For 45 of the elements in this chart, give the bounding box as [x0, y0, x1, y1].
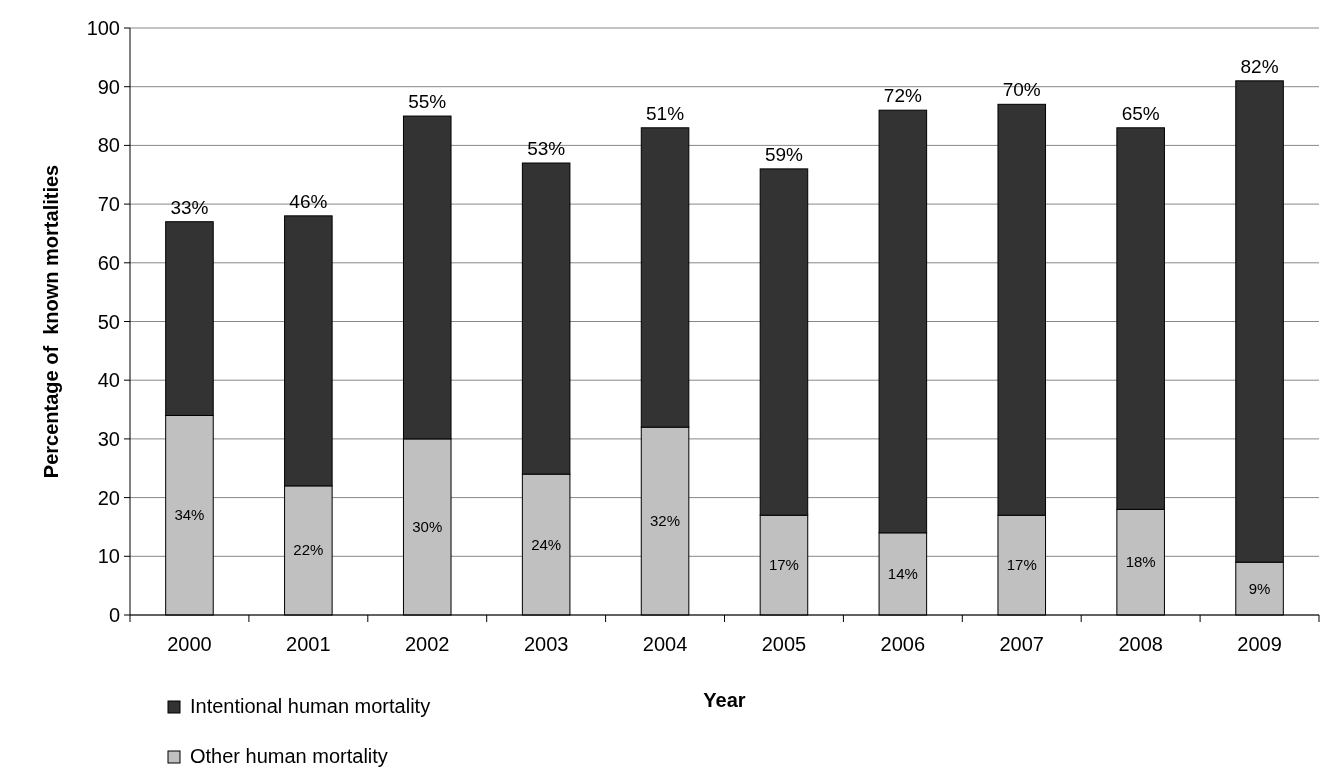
x-tick-label: 2009 — [1237, 633, 1282, 655]
y-tick-label: 90 — [97, 75, 120, 98]
y-tick-label: 100 — [86, 17, 120, 39]
data-label: 51% — [646, 102, 685, 124]
data-label: 32% — [650, 512, 681, 530]
data-label: 53% — [527, 138, 566, 160]
y-tick-label: 20 — [97, 486, 120, 509]
y-tick-label: 0 — [108, 604, 120, 626]
x-tick-label: 2004 — [642, 633, 688, 655]
data-label: 59% — [764, 143, 804, 165]
y-tick-label: 10 — [97, 545, 120, 568]
data-label: 82% — [1240, 55, 1279, 77]
data-label: 14% — [887, 564, 918, 582]
data-label: 17% — [1006, 556, 1037, 574]
x-axis-title: Year — [703, 689, 746, 711]
y-tick-label: 60 — [97, 251, 120, 274]
data-label: 18% — [1125, 553, 1156, 571]
data-label: 46% — [289, 190, 328, 212]
x-tick-label: 2007 — [999, 633, 1044, 655]
data-label: 9% — [1248, 579, 1271, 597]
data-label: 72% — [883, 85, 922, 107]
y-tick-label: 40 — [97, 369, 120, 392]
y-axis-title: Percentage of known mortalities — [40, 164, 62, 479]
data-label: 55% — [408, 91, 447, 113]
x-tick-label: 2000 — [167, 633, 212, 655]
data-label: 33% — [170, 196, 209, 218]
data-label: 65% — [1121, 102, 1160, 124]
data-label: 70% — [1002, 79, 1041, 101]
legend-label: Intentional human mortality — [190, 695, 431, 717]
data-label: 30% — [412, 517, 443, 535]
data-label: 22% — [293, 541, 324, 559]
x-tick-label: 2003 — [523, 633, 569, 655]
x-tick-label: 2006 — [880, 633, 926, 655]
y-tick-label: 70 — [97, 193, 120, 216]
x-tick-label: 2008 — [1118, 633, 1163, 655]
legend-label: Other human mortality — [190, 745, 388, 767]
data-label: 17% — [768, 556, 799, 574]
y-tick-label: 50 — [97, 310, 120, 333]
x-tick-label: 2001 — [286, 633, 331, 655]
x-tick-label: 2005 — [761, 633, 807, 655]
y-tick-label: 80 — [97, 134, 120, 157]
data-label: 24% — [531, 535, 562, 553]
x-tick-label: 2002 — [405, 633, 450, 655]
y-tick-label: 30 — [97, 427, 120, 450]
data-label: 34% — [174, 506, 205, 524]
